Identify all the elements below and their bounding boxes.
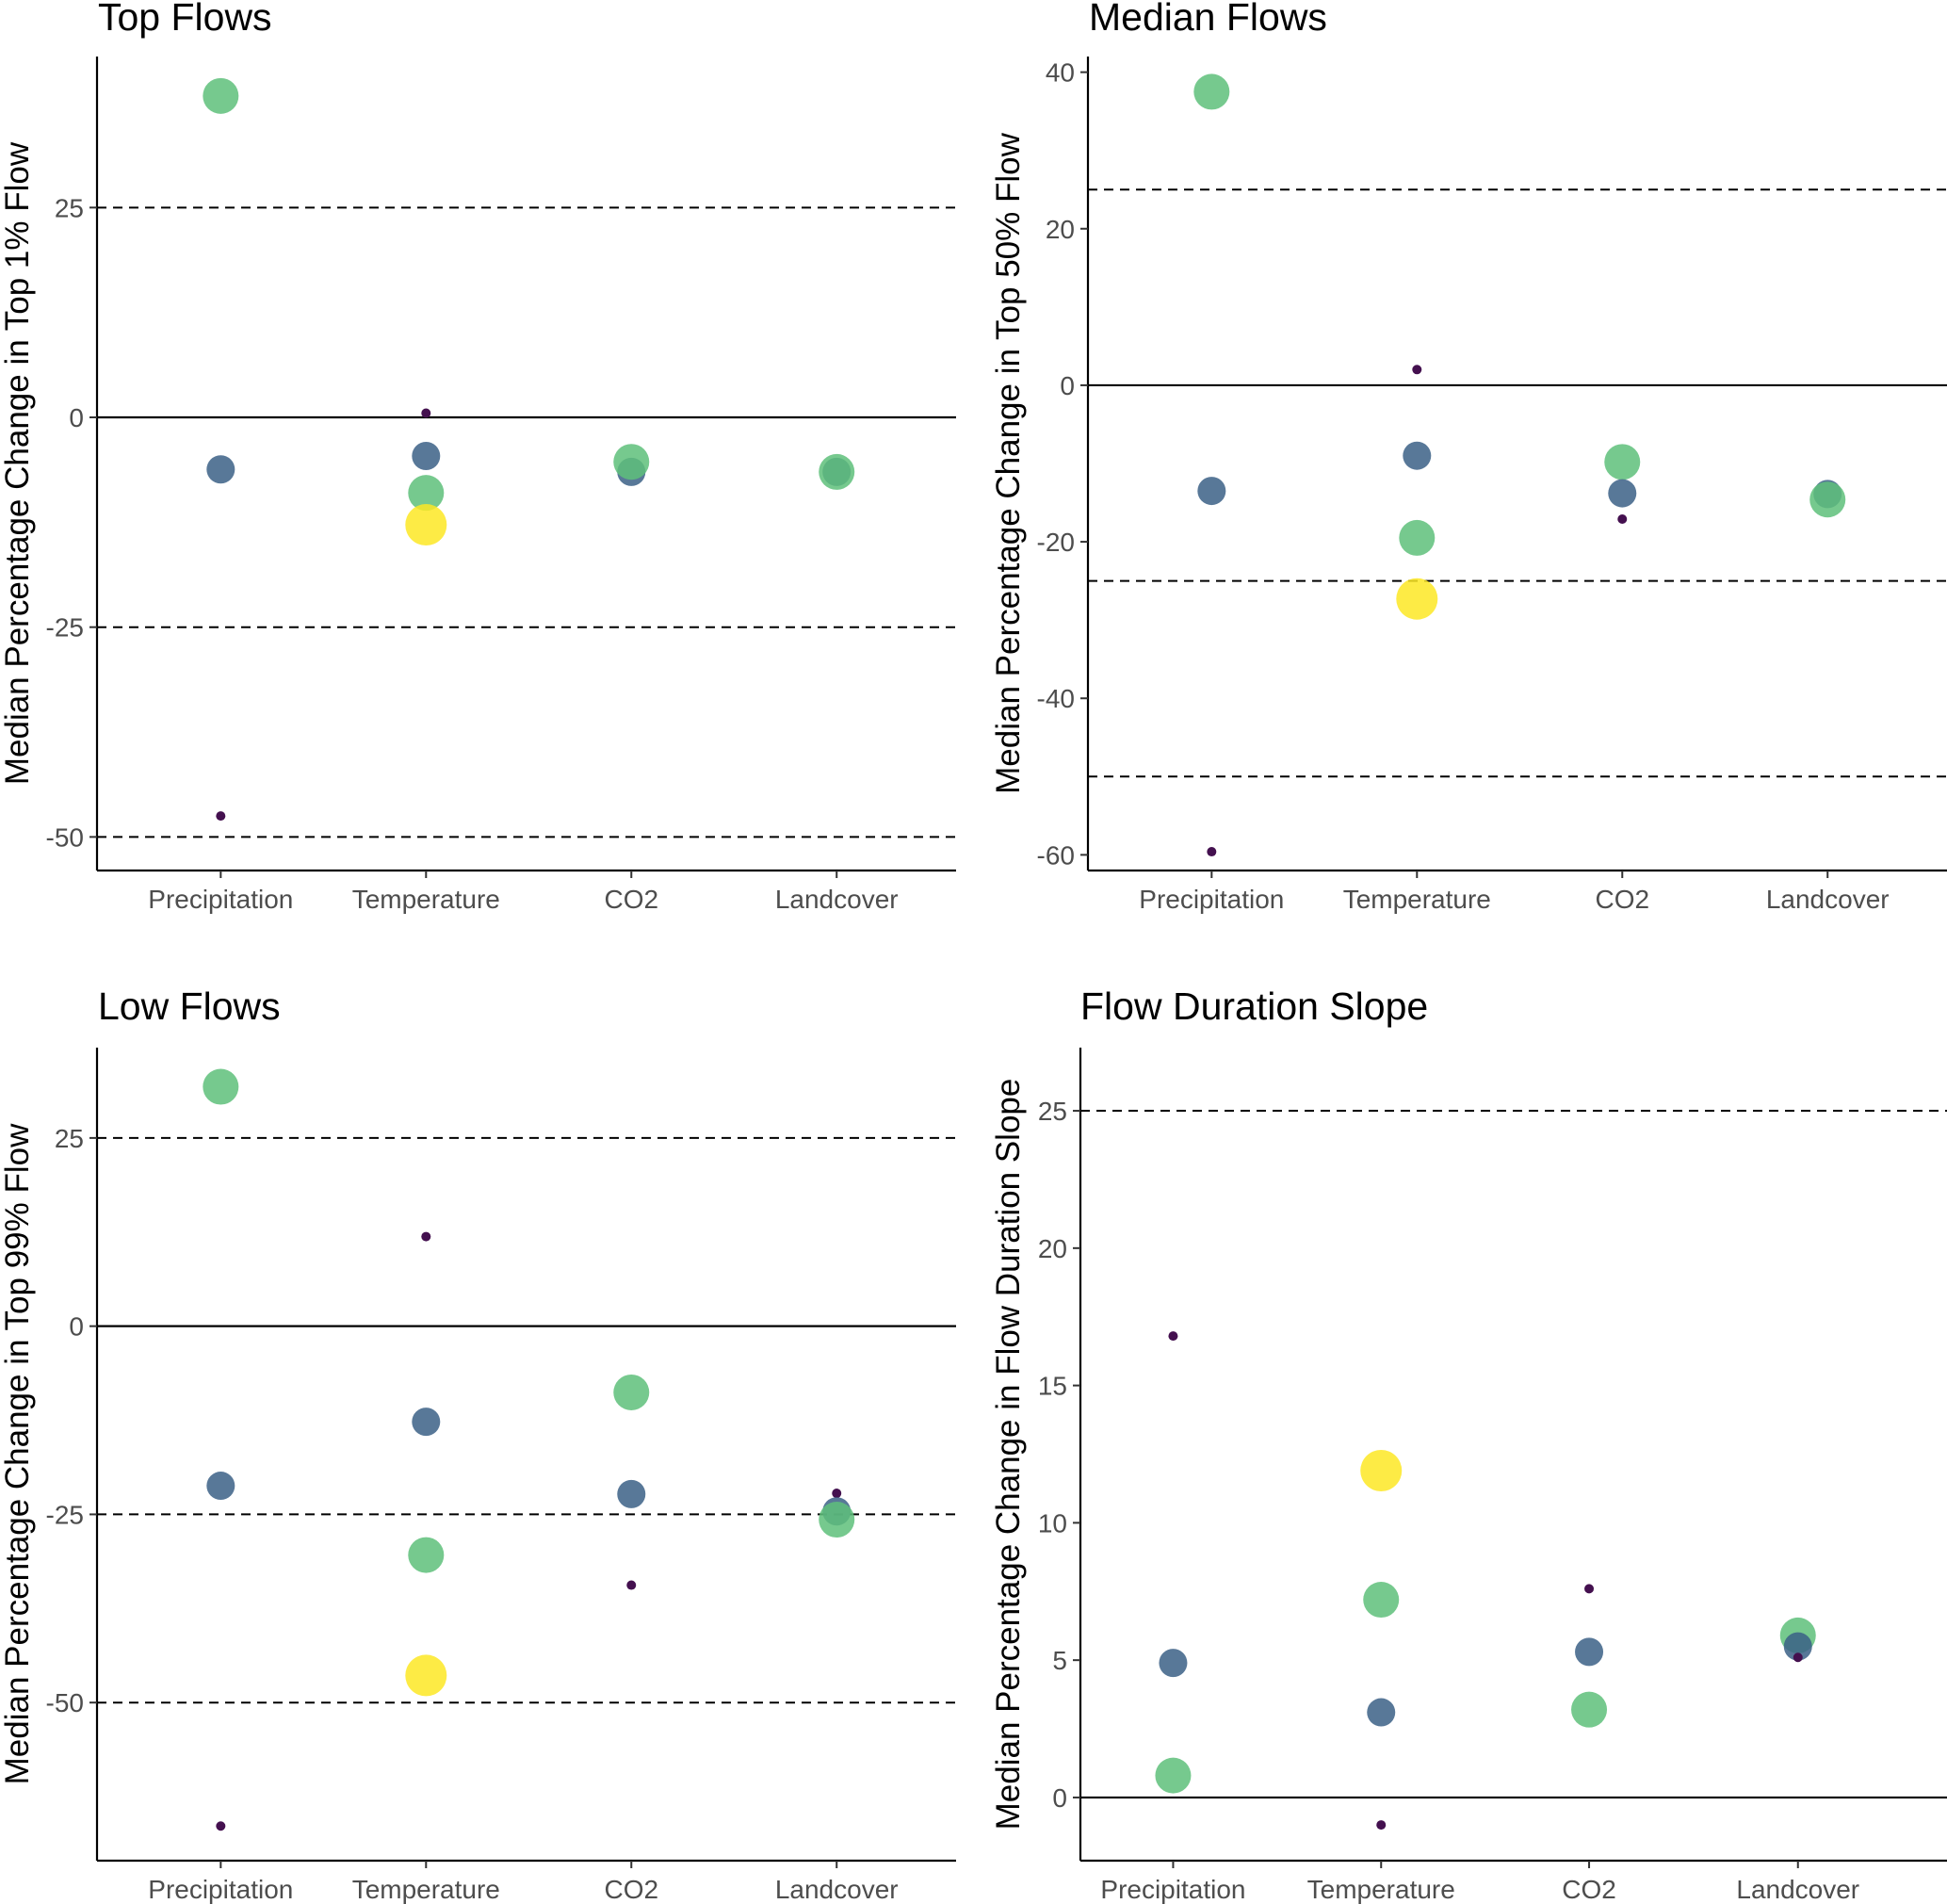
data-point-temperature bbox=[412, 1408, 441, 1437]
data-point-temperature bbox=[405, 1654, 447, 1697]
panel-4-flow-duration-slope: Flow Duration Slope Median Percentage Cha… bbox=[990, 985, 1947, 1904]
data-point-precipitation bbox=[203, 1068, 239, 1105]
x-tick-label-co2: CO2 bbox=[604, 885, 658, 914]
panel-2-median-flows: Median Flows Median Percentage Change in … bbox=[990, 0, 1947, 914]
x-tick-label-precipitation: Precipitation bbox=[1139, 885, 1284, 914]
data-point-co2 bbox=[613, 1374, 650, 1410]
y-tick-label: -25 bbox=[46, 613, 84, 643]
data-point-temperature bbox=[1399, 519, 1436, 556]
data-point-co2 bbox=[1608, 479, 1637, 508]
y-tick-label: -20 bbox=[1037, 528, 1075, 557]
y-tick-label: -50 bbox=[46, 1688, 84, 1717]
y-tick-label: 40 bbox=[1046, 58, 1075, 88]
panel-title: Median Flows bbox=[1089, 0, 1327, 39]
data-point-precipitation bbox=[1193, 73, 1230, 110]
data-point-precipitation bbox=[1207, 847, 1217, 857]
data-point-co2 bbox=[1575, 1637, 1604, 1667]
y-tick-label: 0 bbox=[1052, 1783, 1067, 1813]
x-tick-label-temperature: Temperature bbox=[352, 885, 500, 914]
data-point-temperature bbox=[1396, 578, 1438, 620]
data-point-temperature bbox=[1376, 1820, 1387, 1831]
y-tick-label: -50 bbox=[46, 822, 84, 852]
data-point-precipitation bbox=[216, 1821, 226, 1831]
data-point-landcover bbox=[1793, 1652, 1803, 1663]
y-axis-label: Median Percentage Change in Flow Duratio… bbox=[990, 1079, 1027, 1831]
y-axis-label: Median Percentage Change in Top 99% Flow bbox=[0, 1123, 36, 1784]
data-point-co2 bbox=[626, 1580, 637, 1590]
panel-title: Top Flows bbox=[98, 0, 272, 39]
x-tick-label-temperature: Temperature bbox=[1307, 1875, 1455, 1904]
x-tick-label-co2: CO2 bbox=[1562, 1875, 1616, 1904]
y-tick-label: 20 bbox=[1046, 215, 1075, 244]
panel-1-top-flows: Top Flows Median Percentage Change in Top… bbox=[0, 0, 956, 914]
x-tick-label-precipitation: Precipitation bbox=[1100, 1875, 1245, 1904]
x-tick-label-co2: CO2 bbox=[604, 1875, 658, 1904]
panel-3-low-flows: Low Flows Median Percentage Change in Top… bbox=[0, 985, 956, 1904]
data-point-precipitation bbox=[206, 1472, 235, 1501]
data-point-landcover bbox=[819, 453, 855, 490]
x-tick-label-landcover: Landcover bbox=[1766, 885, 1890, 914]
data-point-temperature bbox=[421, 1231, 431, 1242]
data-point-temperature bbox=[1363, 1582, 1400, 1619]
data-point-temperature bbox=[408, 1537, 445, 1573]
x-tick-label-landcover: Landcover bbox=[1736, 1875, 1859, 1904]
data-point-precipitation bbox=[216, 811, 226, 822]
data-point-precipitation bbox=[1168, 1331, 1178, 1342]
y-tick-label: 15 bbox=[1038, 1372, 1067, 1401]
y-tick-label: 10 bbox=[1038, 1508, 1067, 1538]
data-point-temperature bbox=[408, 475, 445, 512]
data-point-co2 bbox=[1571, 1691, 1608, 1728]
y-tick-label: -40 bbox=[1037, 684, 1075, 713]
x-tick-label-temperature: Temperature bbox=[1343, 885, 1491, 914]
data-point-temperature bbox=[1403, 441, 1432, 470]
y-tick-label: 5 bbox=[1052, 1646, 1067, 1675]
y-tick-label: 25 bbox=[1038, 1097, 1067, 1126]
y-tick-label: 20 bbox=[1038, 1234, 1067, 1263]
data-point-landcover bbox=[1783, 1632, 1812, 1661]
data-point-temperature bbox=[412, 441, 441, 470]
data-point-temperature bbox=[1367, 1698, 1396, 1727]
x-tick-label-precipitation: Precipitation bbox=[148, 1875, 293, 1904]
data-point-precipitation bbox=[1159, 1649, 1188, 1678]
data-point-landcover bbox=[1809, 481, 1846, 518]
y-tick-label: 0 bbox=[69, 1312, 84, 1342]
y-tick-label: -60 bbox=[1037, 840, 1075, 870]
data-point-temperature bbox=[421, 408, 431, 418]
data-point-co2 bbox=[613, 444, 650, 480]
data-point-precipitation bbox=[1197, 477, 1226, 506]
y-tick-label: 0 bbox=[1060, 371, 1075, 400]
x-tick-label-precipitation: Precipitation bbox=[148, 885, 293, 914]
data-point-co2 bbox=[617, 1479, 646, 1508]
y-tick-label: 0 bbox=[69, 403, 84, 432]
data-point-precipitation bbox=[206, 455, 235, 484]
data-point-co2 bbox=[1604, 444, 1641, 480]
panel-title: Flow Duration Slope bbox=[1080, 985, 1428, 1028]
y-tick-label: 25 bbox=[55, 193, 84, 222]
y-tick-label: -25 bbox=[46, 1500, 84, 1529]
panel-title: Low Flows bbox=[98, 985, 281, 1028]
data-point-co2 bbox=[1617, 513, 1628, 524]
data-point-temperature bbox=[1360, 1449, 1403, 1491]
x-tick-label-landcover: Landcover bbox=[775, 885, 899, 914]
data-point-precipitation bbox=[203, 77, 239, 114]
data-point-temperature bbox=[405, 504, 447, 546]
data-point-precipitation bbox=[1155, 1757, 1192, 1794]
y-axis-label: Median Percentage Change in Top 1% Flow bbox=[0, 141, 36, 785]
x-tick-label-landcover: Landcover bbox=[775, 1875, 899, 1904]
x-tick-label-co2: CO2 bbox=[1595, 885, 1649, 914]
y-axis-label: Median Percentage Change in Top 50% Flow bbox=[990, 132, 1027, 793]
data-point-landcover bbox=[819, 1502, 855, 1538]
data-point-temperature bbox=[1412, 365, 1422, 375]
data-point-co2 bbox=[1584, 1584, 1595, 1594]
y-tick-label: 25 bbox=[55, 1124, 84, 1153]
x-tick-label-temperature: Temperature bbox=[352, 1875, 500, 1904]
data-point-landcover bbox=[832, 1489, 842, 1499]
